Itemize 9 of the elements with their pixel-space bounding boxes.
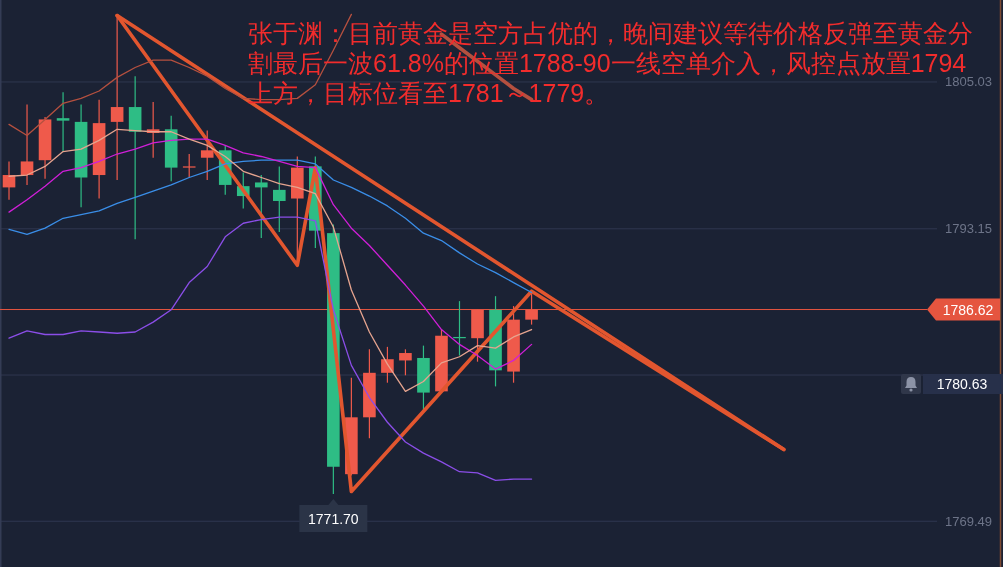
y-tick-label: 1793.15 xyxy=(945,221,992,237)
ref-line-label: 1786.62 xyxy=(942,301,994,318)
y-tick-label: 1805.03 xyxy=(945,74,992,90)
low-label: 1771.70 xyxy=(299,498,368,532)
annotation: 张于渊：目前黄金是空方占优的，晚间建议等待价格反弹至黄金分 xyxy=(248,20,973,45)
annotation: 1771.70 xyxy=(308,510,359,527)
alert-label: 1780.63 xyxy=(923,374,1003,394)
annotation: 1780.63 xyxy=(936,376,988,392)
y-tick-label: 1769.49 xyxy=(945,513,992,529)
